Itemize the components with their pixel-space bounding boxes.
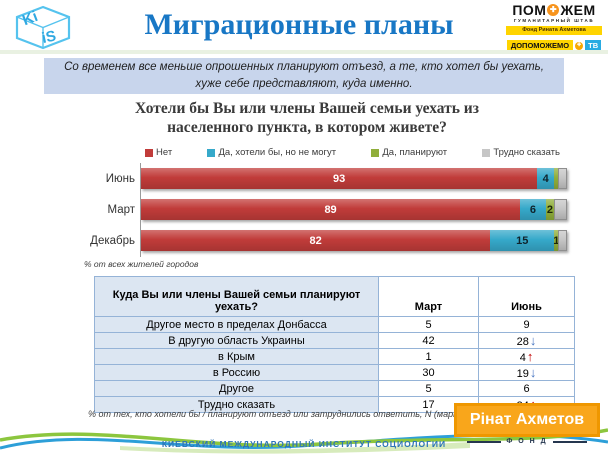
kiis-logo-text-bottom: iS xyxy=(40,27,57,47)
key-finding-text: Со временем все меньше опрошенных планир… xyxy=(64,61,544,90)
pomozhem-fond-line: Фонд Рината Ахметова xyxy=(506,25,602,35)
bar-plot: Июнь 93 4 Март 89 6 2 Декабрь 82 15 1 xyxy=(85,163,567,257)
legend-swatch-icon xyxy=(207,148,216,157)
slide-header: Ki iS Миграционные планы ПОМ ✚ ЖЕМ ГУМАНИТ… xyxy=(0,0,608,52)
stacked-bar: 93 4 xyxy=(141,168,567,189)
legend-item: Нет xyxy=(145,147,172,158)
arrow-down-icon: ↓ xyxy=(529,364,537,380)
value-june: 28↓ xyxy=(478,332,575,349)
table-row: в Крым 1 4↑ xyxy=(94,348,575,365)
destination-label: Другое xyxy=(94,380,379,397)
tv-badge: ТВ xyxy=(585,40,602,52)
legend-label: Да, планируют xyxy=(382,147,448,158)
bar-category-label: Декабрь xyxy=(90,234,135,247)
legend-item: Да, планируют xyxy=(371,147,447,158)
akhmetov-logo-name: Рінат Ахметов xyxy=(454,403,600,437)
table-row: В другую область Украины 42 28↓ xyxy=(94,332,575,349)
pomozhem-subtitle: ГУМАНИТАРНЫЙ ШТАБ xyxy=(513,18,595,23)
bar-segment xyxy=(554,168,559,189)
table-row: в Россию 30 19↓ xyxy=(94,364,575,381)
pomozhem-wordmark: ПОМ ✚ ЖЕМ xyxy=(506,3,602,17)
table-footnote: % от тех, кто хотели бы / планируют отъе… xyxy=(88,409,472,419)
legend-swatch-icon xyxy=(371,148,380,157)
value-june: 4↑ xyxy=(478,348,575,365)
bar-segment: 15 xyxy=(490,230,555,251)
table-row: Другое место в пределах Донбасса 5 9 xyxy=(94,316,575,333)
value-june: 9 xyxy=(478,316,575,333)
destination-label: в Россию xyxy=(94,364,379,381)
bar-segment: 82 xyxy=(141,230,491,251)
column-header-june: Июнь xyxy=(478,276,575,317)
legend-item: Трудно сказать xyxy=(482,147,560,158)
cross-icon: ✚ xyxy=(575,41,584,50)
fond-divider-line xyxy=(552,440,587,443)
akhmetov-logo: Рінат Ахметов Ф О Н Д xyxy=(454,403,600,445)
dopomozhemo-badge: ДОПОМОЖЕМО xyxy=(506,40,574,52)
value-march: 30 xyxy=(378,364,479,381)
bar-segment xyxy=(554,199,567,220)
bar-segment xyxy=(558,168,567,189)
legend-label: Трудно сказать xyxy=(493,147,560,158)
arrow-down-icon: ↓ xyxy=(529,332,537,348)
bar-segment: 1 xyxy=(553,230,559,251)
chart-title: Хотели бы Вы или члены Вашей семьи уехат… xyxy=(135,100,479,137)
value-june: 19↓ xyxy=(478,364,575,381)
bar-category-label: Март xyxy=(107,203,135,216)
value-march: 42 xyxy=(378,332,479,349)
legend-item: Да, хотели бы, но не могут xyxy=(207,147,336,158)
bar-row: Июнь 93 4 xyxy=(85,163,567,194)
value-june: 6 xyxy=(478,380,575,397)
bar-row: Декабрь 82 15 1 xyxy=(85,225,567,256)
pomozhem-text-post: ЖЕМ xyxy=(560,2,596,18)
value-march: 5 xyxy=(378,316,479,333)
pomozhem-text-pre: ПОМ xyxy=(512,2,547,18)
kiis-logo: Ki iS xyxy=(15,5,71,50)
destination-label: В другую область Украины xyxy=(94,332,379,349)
destinations-table-body: Другое место в пределах Донбасса 5 9 В друг… xyxy=(94,316,575,413)
legend-swatch-icon xyxy=(482,148,491,157)
arrow-up-icon: ↑ xyxy=(526,348,534,364)
cross-icon: ✚ xyxy=(547,4,560,16)
bar-segment: 4 xyxy=(537,168,555,189)
table-row: Другое 5 6 xyxy=(94,380,575,397)
legend-swatch-icon xyxy=(145,148,153,157)
bar-segment: 6 xyxy=(520,199,546,220)
destinations-table: Куда Вы или члены Вашей семьи планируют … xyxy=(94,276,575,413)
bar-category-label: Июнь xyxy=(105,172,135,185)
bar-segment: 89 xyxy=(141,199,521,220)
stacked-bar: 89 6 2 xyxy=(141,199,567,220)
chart-footnote: % от всех жителей городов xyxy=(84,259,199,269)
legend-label: Да, хотели бы, но не могут xyxy=(218,147,337,158)
stacked-bar: 82 15 1 xyxy=(141,230,567,251)
page-title: Миграционные планы xyxy=(144,8,454,41)
header-divider xyxy=(0,50,608,54)
destination-label: Трудно сказать xyxy=(94,396,379,413)
kiis-logo-text-top: Ki xyxy=(20,8,40,29)
destination-label: в Крым xyxy=(94,348,379,365)
column-header-march: Март xyxy=(378,276,479,317)
bar-row: Март 89 6 2 xyxy=(85,194,567,225)
akhmetov-logo-fond: Ф О Н Д xyxy=(506,438,548,445)
chart-legend: Нет Да, хотели бы, но не могут Да, планиру… xyxy=(145,147,560,158)
bar-segment: 93 xyxy=(141,168,538,189)
key-finding-banner: Со временем все меньше опрошенных планир… xyxy=(44,58,564,94)
pomozhem-logo: ПОМ ✚ ЖЕМ ГУМАНИТАРНЫЙ ШТАБ Фонд Рината Ах… xyxy=(506,3,602,52)
chart-axis-line xyxy=(140,163,141,257)
table-header-row: Куда Вы или члены Вашей семьи планируют … xyxy=(94,276,575,317)
column-header-question: Куда Вы или члены Вашей семьи планируют … xyxy=(94,276,379,317)
legend-label: Нет xyxy=(156,147,173,158)
destination-label: Другое место в пределах Донбасса xyxy=(94,316,379,333)
value-march: 5 xyxy=(378,380,479,397)
institute-name: КИЕВСКИЙ МЕЖДУНАРОДНЫЙ ИНСТИТУТ СОЦИОЛОГ… xyxy=(161,439,447,449)
fond-divider-line xyxy=(467,440,502,443)
bar-segment: 2 xyxy=(545,199,555,220)
value-march: 1 xyxy=(378,348,479,365)
bar-segment xyxy=(558,230,567,251)
